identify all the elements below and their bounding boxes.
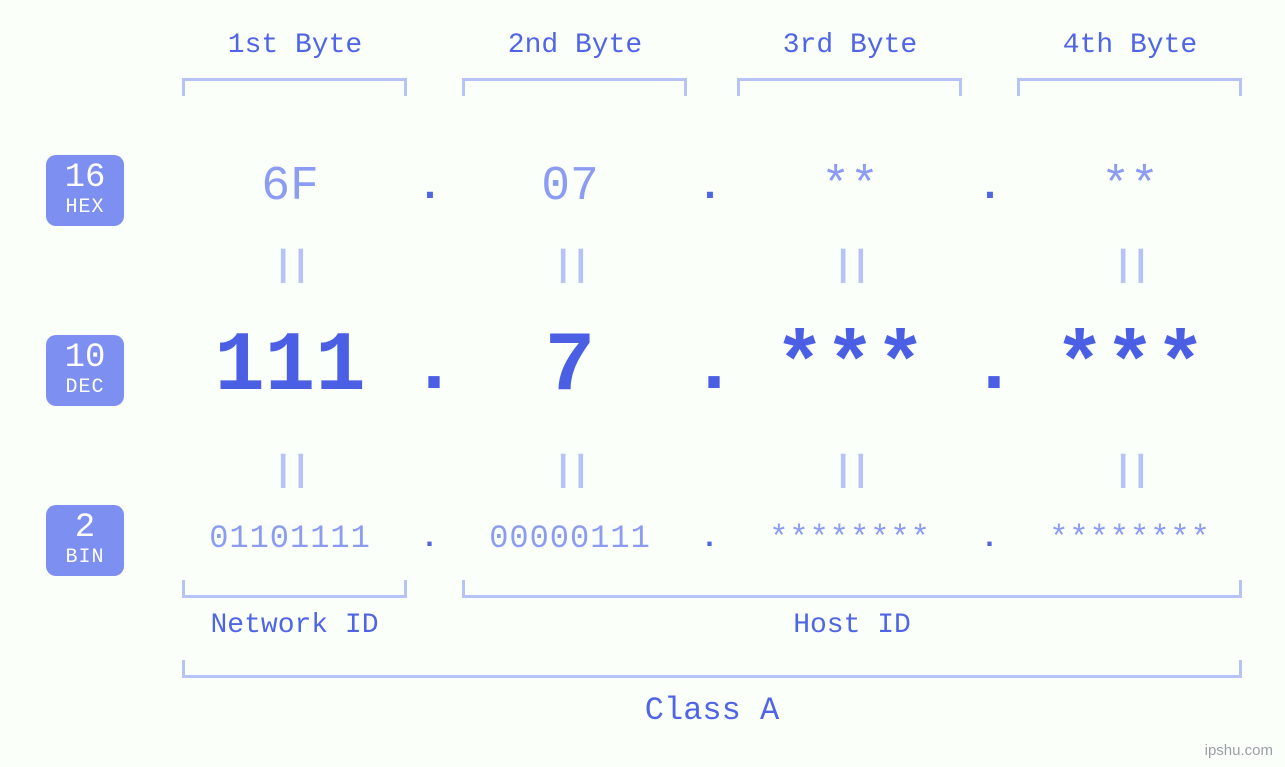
eq-1-4: || <box>1010 245 1250 286</box>
eq-1-3: || <box>730 245 970 286</box>
bin-sep-1: . <box>410 522 450 556</box>
hex-sep-1: . <box>410 163 450 211</box>
bin-byte-1: 01101111 <box>170 520 410 557</box>
bracket-byte-2 <box>462 78 687 96</box>
badge-dec-label: DEC <box>46 377 124 398</box>
badge-bin-label: BIN <box>46 547 124 568</box>
byte-header-3: 3rd Byte <box>735 30 965 61</box>
bracket-host <box>462 580 1242 598</box>
eq-2-4: || <box>1010 450 1250 491</box>
label-host-id: Host ID <box>462 610 1242 641</box>
equals-row-1: || || || || <box>170 245 1250 286</box>
eq-1-1: || <box>170 245 410 286</box>
eq-1-2: || <box>450 245 690 286</box>
badge-hex-num: 16 <box>46 161 124 197</box>
hex-row: 6F . 07 . ** . ** <box>170 160 1250 214</box>
bin-byte-2: 00000111 <box>450 520 690 557</box>
eq-2-3: || <box>730 450 970 491</box>
bin-byte-3: ******** <box>730 520 970 557</box>
badge-bin: 2 BIN <box>46 505 124 576</box>
dec-byte-1: 111 <box>170 320 410 415</box>
badge-hex: 16 HEX <box>46 155 124 226</box>
hex-byte-1: 6F <box>170 160 410 214</box>
byte-header-2: 2nd Byte <box>460 30 690 61</box>
hex-sep-2: . <box>690 163 730 211</box>
bracket-byte-1 <box>182 78 407 96</box>
label-class: Class A <box>182 692 1242 729</box>
equals-row-2: || || || || <box>170 450 1250 491</box>
badge-bin-num: 2 <box>46 511 124 547</box>
bracket-byte-4 <box>1017 78 1242 96</box>
dec-sep-2: . <box>690 322 730 413</box>
hex-byte-2: 07 <box>450 160 690 214</box>
dec-byte-3: *** <box>730 320 970 415</box>
bracket-network <box>182 580 407 598</box>
hex-byte-4: ** <box>1010 160 1250 214</box>
badge-dec-num: 10 <box>46 341 124 377</box>
dec-sep-3: . <box>970 322 1010 413</box>
bracket-class <box>182 660 1242 678</box>
dec-byte-2: 7 <box>450 320 690 415</box>
bin-sep-3: . <box>970 522 1010 556</box>
dec-sep-1: . <box>410 322 450 413</box>
hex-sep-3: . <box>970 163 1010 211</box>
footer-attribution: ipshu.com <box>1205 742 1273 759</box>
bin-row: 01101111 . 00000111 . ******** . *******… <box>170 520 1250 557</box>
bin-sep-2: . <box>690 522 730 556</box>
dec-byte-4: *** <box>1010 320 1250 415</box>
eq-2-2: || <box>450 450 690 491</box>
badge-dec: 10 DEC <box>46 335 124 406</box>
dec-row: 111 . 7 . *** . *** <box>170 320 1250 415</box>
byte-header-4: 4th Byte <box>1015 30 1245 61</box>
hex-byte-3: ** <box>730 160 970 214</box>
bin-byte-4: ******** <box>1010 520 1250 557</box>
eq-2-1: || <box>170 450 410 491</box>
label-network-id: Network ID <box>182 610 407 641</box>
bracket-byte-3 <box>737 78 962 96</box>
byte-header-1: 1st Byte <box>180 30 410 61</box>
badge-hex-label: HEX <box>46 197 124 218</box>
